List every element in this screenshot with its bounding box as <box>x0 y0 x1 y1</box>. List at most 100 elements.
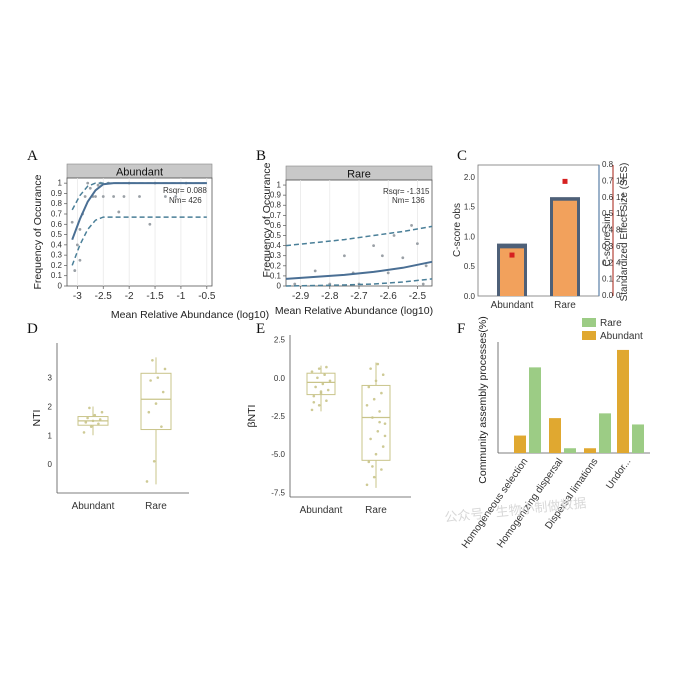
panel-d-data-point <box>151 359 154 362</box>
panel-letter-a: A <box>27 148 38 164</box>
panel-b-ytick-label: 0.3 <box>270 251 282 260</box>
panel-b-data-point <box>421 282 425 286</box>
panel-d-xtick-label: Abundant <box>72 501 115 512</box>
panel-a-data-point <box>75 243 79 247</box>
panel-c-y3tick-label: 14 <box>616 176 625 185</box>
panel-a-xtick-label: -1.5 <box>146 291 164 302</box>
panel-e-data-point <box>325 365 328 369</box>
panel-b-ytick-label: 0.9 <box>270 191 282 200</box>
panel-b-data-point <box>410 224 413 227</box>
panel-e-ylabel: βNTI <box>246 405 258 428</box>
panel-c-y2tick-label: 0.6 <box>602 193 614 202</box>
panel-b-data-point <box>401 256 405 260</box>
panel-d-ytick-label: 0 <box>48 460 53 469</box>
panel-f-bar-abundant <box>617 349 629 453</box>
panel-c-ytick-label: 0.5 <box>464 262 476 271</box>
panel-c-y2tick-label: 0.3 <box>602 242 614 251</box>
panel-b-strip-label: Rare <box>347 169 371 181</box>
panel-f-bar-abundant <box>549 418 561 453</box>
panel-e-data-point <box>372 397 376 401</box>
panel-c-y3tick-label: 0 <box>616 291 621 300</box>
panel-d-data-point <box>98 418 102 421</box>
panel-d-data-point <box>82 431 86 434</box>
panel-b-data-point <box>392 234 396 237</box>
panel-b-rsqr: Rsqr= -1.315 <box>383 187 430 196</box>
panel-a-data-point <box>70 220 74 224</box>
panel-c-y3label: Standardized Effect Size (SES) <box>619 163 630 302</box>
panel-b-fit-line <box>285 260 433 280</box>
panel-c: 0.0 0.5 1.0 1.5 2.0 Abundant Rare 0 2 4 6 8 10 12 14… <box>452 160 630 311</box>
panel-f-bar-abundant <box>514 435 526 453</box>
panel-a-ytick-label: 0.7 <box>51 210 63 219</box>
panel-c-y3tick-label: 12 <box>616 193 625 202</box>
panel-a-xtick-label: -2.5 <box>95 291 113 302</box>
panel-a-xtick-label: -1 <box>176 291 185 302</box>
panel-c-xtick-label: Abundant <box>491 300 534 311</box>
panel-e-data-point <box>369 367 372 370</box>
panel-c-y2tick-label: 0.5 <box>602 209 614 218</box>
panel-c-bar-sim <box>553 200 577 296</box>
panel-b-data-point <box>293 282 297 286</box>
panel-f-bar-rare <box>632 424 644 453</box>
panel-b-ytick-label: 0.7 <box>270 211 282 220</box>
panel-d-data-point <box>156 376 160 379</box>
panel-e-data-point <box>367 385 371 389</box>
panel-a-data-point <box>94 195 97 198</box>
panel-e-data-point <box>321 382 325 386</box>
panel-c-y3tick-label: 8 <box>616 226 621 235</box>
panel-c-y2tick-label: 0.4 <box>602 226 614 235</box>
panel-b-data-point <box>424 264 428 268</box>
panel-e-data-point <box>371 465 374 468</box>
panel-d-ytick-label: 3 <box>48 374 53 383</box>
panel-c-y2tick-label: 0.8 <box>602 160 614 169</box>
panel-b-xtick-label: -2.6 <box>380 291 398 302</box>
panel-letter-c: C <box>457 148 467 164</box>
panel-f-legend-swatch <box>582 331 596 340</box>
panel-d-data-point <box>97 422 100 426</box>
panel-e-data-point <box>372 475 376 479</box>
panel-b-ylabel: Frequency of Occurance <box>261 162 273 277</box>
panel-a-data-point <box>88 186 92 190</box>
panel-f-bar-rare <box>564 448 576 453</box>
panel-b-upper-bound-line <box>285 225 433 247</box>
panel-a-xtick-label: -2 <box>125 291 134 302</box>
panel-b-ytick-label: 0.1 <box>270 271 282 280</box>
panel-e-data-point <box>310 370 314 373</box>
panel-e-data-point <box>312 394 316 398</box>
panel-b-ytick-label: 0 <box>277 282 282 291</box>
panel-e-data-point <box>325 399 328 403</box>
panel-f-bar-rare <box>599 413 611 453</box>
panel-e-xtick-label: Rare <box>365 505 387 516</box>
panel-e-data-point <box>371 416 374 419</box>
panel-d-data-point <box>161 390 165 394</box>
panel-a-data-point <box>138 195 141 198</box>
panel-c-y2tick-label: 0.7 <box>602 176 614 185</box>
panel-e-ytick-label: -5.0 <box>271 450 285 459</box>
panel-a-ytick-label: 0.2 <box>51 261 63 270</box>
panel-d-data-point <box>152 459 156 463</box>
panel-f-legend-label: Rare <box>600 318 622 329</box>
panel-d-data-point <box>86 416 89 420</box>
panel-f-xtick-label: Undor... <box>604 456 633 491</box>
panel-a-plot-frame <box>66 177 213 287</box>
panel-c-y2tick-label: 0.1 <box>602 275 614 284</box>
panel-c-ytick-label: 1.5 <box>464 203 476 212</box>
panel-b-ytick-label: 0.8 <box>270 201 282 210</box>
panel-a-data-point <box>122 195 126 198</box>
panel-e-data-point <box>326 388 330 392</box>
panel-letter-d: D <box>27 321 38 337</box>
panel-a-fit-line <box>71 182 207 241</box>
panel-a-data-point <box>78 258 82 262</box>
panel-a-data-point <box>174 195 178 198</box>
panel-a-ytick-label: 0.1 <box>51 271 63 280</box>
panel-letter-e: E <box>256 321 265 337</box>
panel-a-rsqr: Rsqr= 0.088 <box>163 186 207 195</box>
panel-a-ytick-label: 0.6 <box>51 220 63 229</box>
panel-c-y3tick-label: 10 <box>616 209 625 218</box>
panel-d-data-point <box>147 410 151 414</box>
panel-f-ylabel: Community assembly processes(%) <box>477 316 489 483</box>
panel-c-plot-frame <box>477 164 600 297</box>
panel-c-xtick-label: Rare <box>554 300 576 311</box>
panel-e-data-point <box>376 362 380 366</box>
panel-c-ytick-label: 2.0 <box>464 173 476 182</box>
